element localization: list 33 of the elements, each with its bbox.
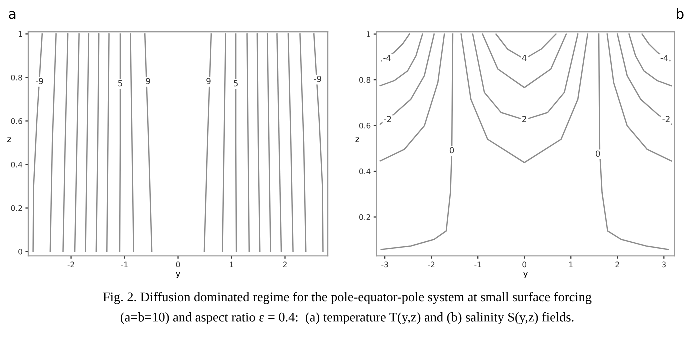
x-axis-title: y	[176, 272, 180, 279]
y-axis-title: z	[8, 138, 12, 142]
annotation: -2	[384, 116, 392, 122]
annotation: 2	[522, 116, 526, 122]
chart-title: b	[677, 8, 684, 20]
line-series	[32, 34, 44, 252]
annotation: 0	[596, 150, 600, 158]
line-series	[617, 34, 672, 126]
annotation: 5	[234, 80, 238, 87]
line-series	[628, 34, 672, 87]
text: (a=b=10) and aspect ratio ε = 0.4: (a) temperature T(y,z) and (b) salinity S(y,z) fields.	[120, 312, 574, 325]
annotation: -4	[384, 54, 392, 62]
line-series	[381, 34, 410, 62]
y-axis-title: z	[356, 138, 360, 142]
line-series	[606, 34, 672, 162]
annotation: 9	[146, 78, 150, 84]
caption: Fig. 2. Diffusion dominated regime for the pole-equator-pole system at small surface forcing	[103, 292, 592, 304]
annotation: 9	[206, 78, 211, 84]
line-series	[380, 34, 435, 126]
chart-title: a	[9, 11, 16, 20]
annotation: -2	[662, 116, 670, 122]
annotation: -4	[660, 54, 668, 62]
annotation: 5	[118, 80, 122, 87]
annotation: 0	[450, 147, 454, 154]
annotation: -9	[314, 76, 322, 82]
annotation: -9	[36, 78, 44, 84]
line-series	[380, 34, 424, 87]
annotation: 4	[522, 54, 527, 62]
line-series	[460, 34, 588, 164]
line-series	[598, 34, 670, 250]
line-series	[380, 34, 446, 162]
line-series	[314, 34, 324, 252]
x-axis-title: y	[524, 272, 528, 279]
